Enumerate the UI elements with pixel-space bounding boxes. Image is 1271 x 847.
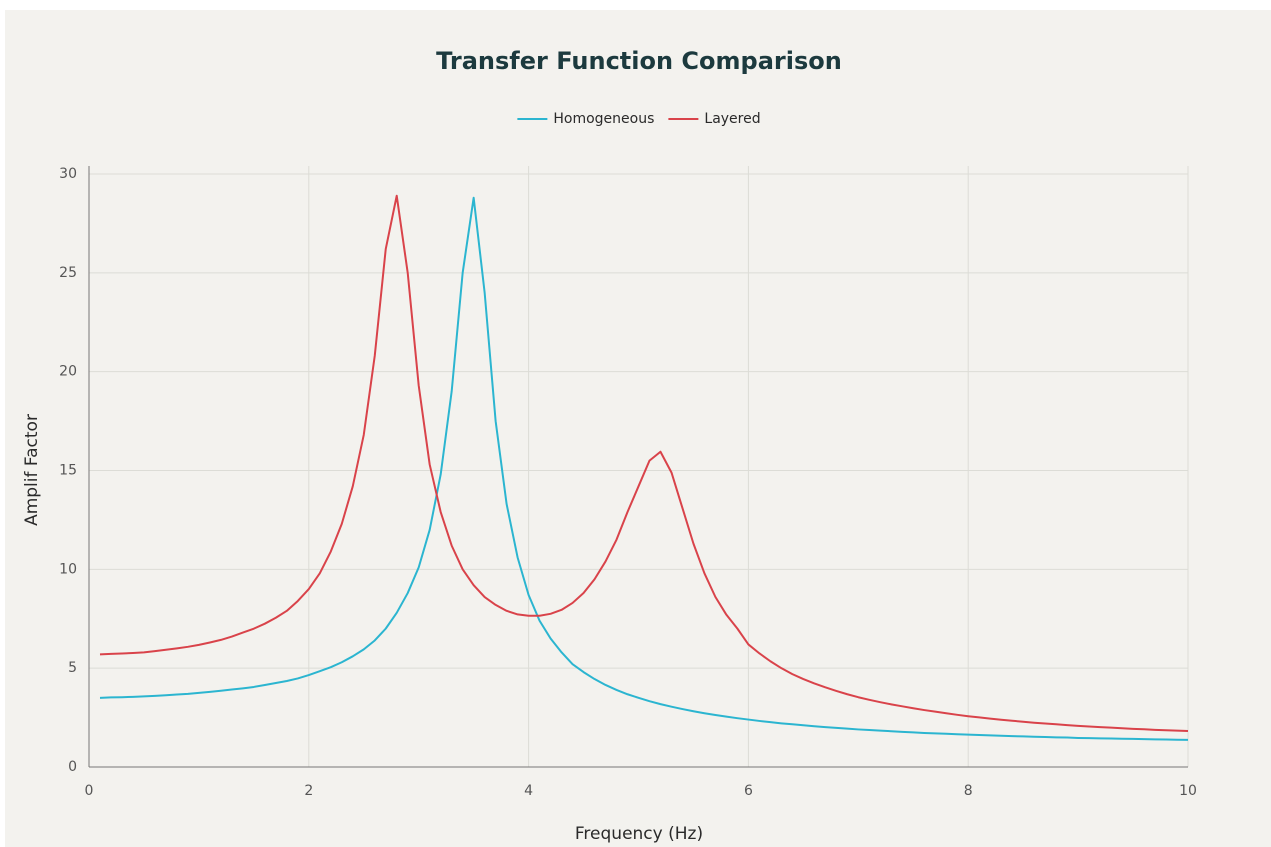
y-tick-label: 25 xyxy=(59,265,77,281)
y-tick-label: 15 xyxy=(59,463,77,479)
y-tick-label: 30 xyxy=(59,166,77,182)
x-tick-label: 0 xyxy=(85,783,94,799)
series-line xyxy=(99,194,1189,733)
grid: 0 5 10 15 20 25 30 0 2 4 6 8 10 xyxy=(59,166,1197,799)
y-tick-label: 20 xyxy=(59,364,77,380)
chart-background xyxy=(5,10,1271,847)
x-tick-label: 6 xyxy=(744,783,753,799)
x-tick-label: 4 xyxy=(524,783,533,799)
plot-lines xyxy=(99,194,1189,741)
x-tick-label: 8 xyxy=(964,783,973,799)
x-tick-label: 2 xyxy=(304,783,313,799)
legend-item: Homogeneous xyxy=(517,111,654,127)
legend-label: Layered xyxy=(704,111,760,127)
legend-label: Homogeneous xyxy=(553,111,654,127)
y-axis-label: Amplif Factor xyxy=(22,414,42,526)
x-axis-label: Frequency (Hz) xyxy=(575,824,703,844)
y-tick-label: 10 xyxy=(59,561,77,577)
series-line xyxy=(99,196,1189,741)
x-tick-label: 10 xyxy=(1179,783,1197,799)
legend: Homogeneous Layered xyxy=(517,111,761,127)
y-tick-label: 0 xyxy=(68,759,77,775)
legend-item: Layered xyxy=(668,111,761,127)
y-tick-label: 5 xyxy=(68,660,77,676)
chart-title: Transfer Function Comparison xyxy=(436,47,842,75)
